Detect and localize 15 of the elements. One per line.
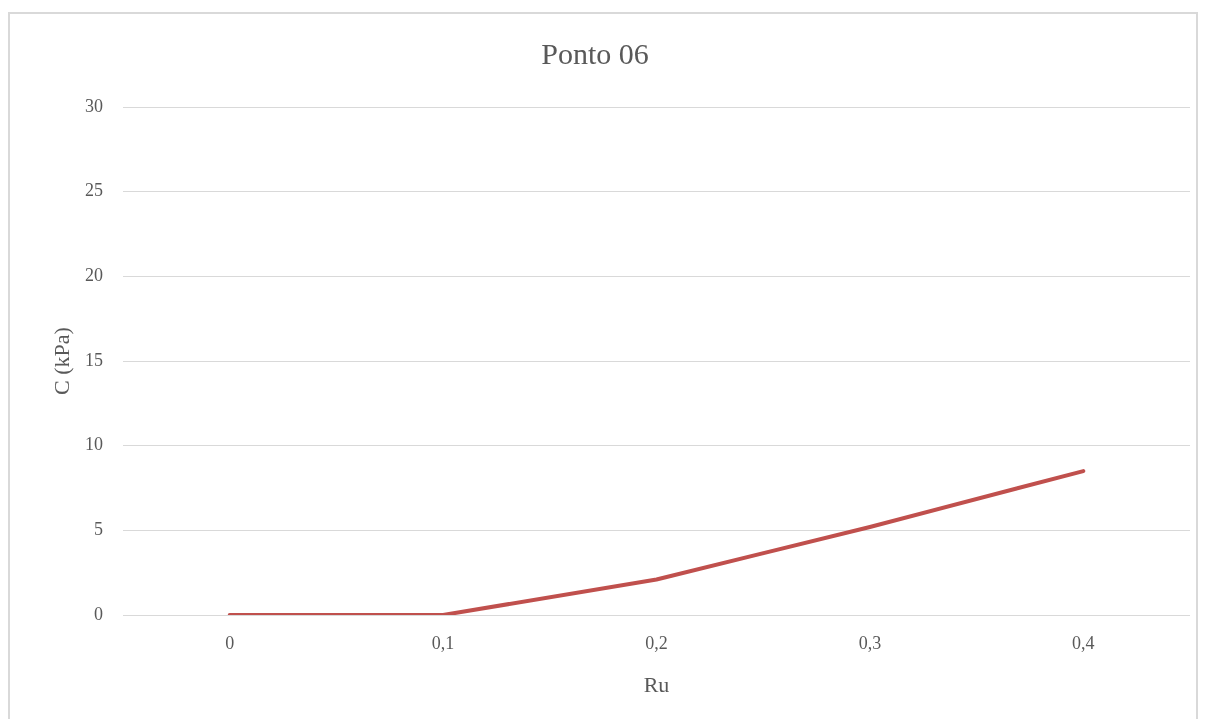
x-tick-label: 0,2: [645, 632, 668, 653]
y-tick-label: 5: [94, 519, 103, 540]
x-tick-label: 0,3: [858, 632, 882, 653]
chart-title: Ponto 06: [541, 36, 649, 70]
x-axis-title: Ru: [643, 671, 670, 697]
y-tick-label: 30: [85, 95, 103, 116]
x-tick-label: 0,4: [1072, 632, 1095, 653]
y-axis-title: C (kPa): [48, 327, 74, 395]
y-tick-label: 25: [85, 180, 103, 201]
x-tick-label: 0: [225, 632, 235, 653]
x-tick-label: 0,1: [431, 632, 455, 653]
y-tick-label: 10: [85, 434, 103, 455]
y-tick-label: 20: [85, 265, 103, 286]
y-tick-label: 0: [94, 603, 103, 624]
y-tick-label: 15: [85, 349, 103, 370]
